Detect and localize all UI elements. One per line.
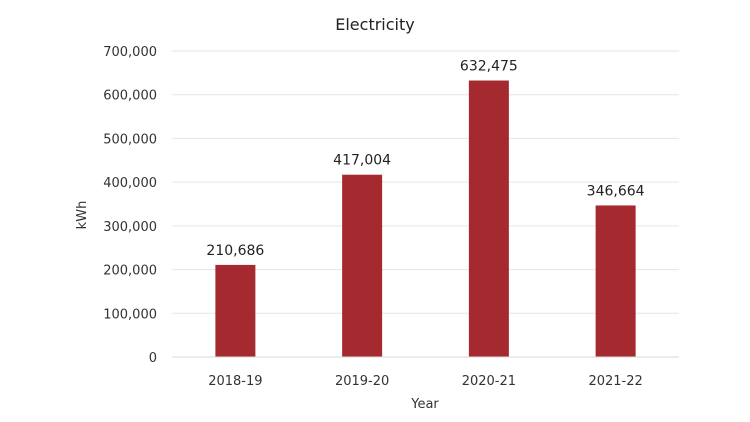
data-label-2020-21: 632,475 <box>460 59 518 75</box>
y-tick-label: 200,000 <box>103 264 157 279</box>
x-tick-label-2020-21: 2020-21 <box>462 374 516 389</box>
data-label-2019-20: 417,004 <box>333 153 391 169</box>
y-tick-label: 600,000 <box>103 89 157 104</box>
bar-2018-19 <box>215 264 256 357</box>
y-tick-label: 0 <box>149 351 157 366</box>
x-axis-tick-labels: 2018-19 2019-20 2020-21 2021-22 <box>208 374 643 389</box>
x-tick-label-2021-22: 2021-22 <box>588 374 642 389</box>
bar-2019-20 <box>342 174 383 357</box>
y-tick-label: 500,000 <box>103 132 157 147</box>
data-labels: 210,686 417,004 632,475 346,664 <box>206 59 644 259</box>
y-tick-label: 400,000 <box>103 176 157 191</box>
data-label-2018-19: 210,686 <box>206 243 264 259</box>
y-tick-label: 100,000 <box>103 307 157 322</box>
gridlines <box>172 50 679 314</box>
y-axis-tick-labels: 0 100,000 200,000 300,000 400,000 500,000 600,… <box>103 45 157 366</box>
bars <box>215 80 636 358</box>
data-label-2021-22: 346,664 <box>587 183 645 199</box>
y-axis-label: kWh <box>75 201 90 230</box>
chart-title: Electricity <box>335 15 414 34</box>
x-tick-label-2018-19: 2018-19 <box>208 374 262 389</box>
y-tick-label: 300,000 <box>103 220 157 235</box>
bar-2021-22 <box>595 205 636 357</box>
x-axis-label: Year <box>410 397 439 412</box>
bar-2020-21 <box>468 80 509 358</box>
y-tick-label: 700,000 <box>103 45 157 60</box>
x-tick-label-2019-20: 2019-20 <box>335 374 389 389</box>
